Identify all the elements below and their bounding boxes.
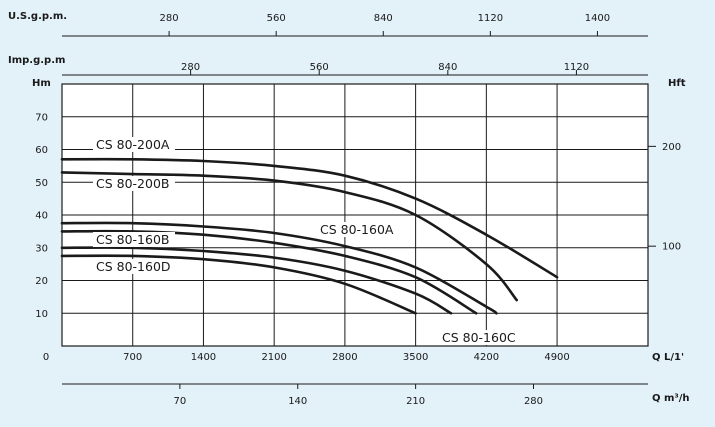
tick-label-impgpm: 1120 bbox=[564, 62, 589, 73]
tick-label-usgpm: 560 bbox=[267, 13, 286, 24]
tick-label-usgpm: 1400 bbox=[585, 13, 610, 24]
curve-label-bg bbox=[93, 137, 175, 152]
curve-label-cs-80-160c: CS 80-160C bbox=[442, 330, 516, 345]
x-tick-label: 1400 bbox=[191, 352, 216, 363]
tick-label-m3h: 140 bbox=[288, 396, 307, 407]
curve-cs-80-160d bbox=[60, 254, 417, 315]
y-tick-label: 50 bbox=[35, 178, 48, 189]
axes: 0 700 1400 2100 2800 3500 4200 4900 10 20 30 40 50 60… bbox=[8, 11, 690, 407]
x-tick-label: 4200 bbox=[474, 352, 499, 363]
axis-unit-impgpm: Imp.g.p.m bbox=[8, 55, 65, 66]
y-tick-label: 20 bbox=[35, 276, 48, 287]
x-tick-label: 2100 bbox=[261, 352, 286, 363]
tick-label-impgpm: 560 bbox=[310, 62, 329, 73]
curve-label-bg bbox=[317, 222, 399, 237]
curve-label-cs-80-200b: CS 80-200B bbox=[96, 176, 170, 191]
tick-label-hft: 200 bbox=[662, 142, 681, 153]
axis-unit-hft: Hft bbox=[668, 78, 686, 89]
tick-label-impgpm: 840 bbox=[438, 62, 457, 73]
y-tick-label: 70 bbox=[35, 112, 48, 123]
curve-label-cs-80-160b: CS 80-160B bbox=[96, 232, 170, 247]
curve-label-bg bbox=[93, 232, 175, 247]
y-tick-label: 60 bbox=[35, 145, 48, 156]
curve-cs-80-200b bbox=[60, 171, 518, 302]
y-tick-label: 40 bbox=[35, 211, 48, 222]
curve-label-bg bbox=[93, 259, 175, 274]
tick-label-impgpm: 280 bbox=[181, 62, 200, 73]
curve-cs-80-200a bbox=[60, 157, 559, 279]
axis-unit-q-m3h: Q m³/h bbox=[652, 393, 690, 404]
curve-label-cs-80-160a: CS 80-160A bbox=[320, 222, 394, 237]
tick-label-usgpm: 1120 bbox=[478, 13, 503, 24]
tick-label-m3h: 280 bbox=[524, 396, 543, 407]
x-tick-label: 4900 bbox=[544, 352, 569, 363]
tick-label-hft: 100 bbox=[662, 242, 681, 253]
curve-label-bg bbox=[93, 176, 175, 191]
x-tick-label: 700 bbox=[123, 352, 142, 363]
y-tick-label: 10 bbox=[35, 309, 48, 320]
axis-unit-usgpm: U.S.g.p.m. bbox=[8, 11, 67, 22]
curve-cs-80-160a bbox=[60, 221, 498, 315]
curve-cs-80-160c bbox=[60, 246, 453, 315]
tick-label-m3h: 70 bbox=[174, 396, 187, 407]
axis-unit-q-lmin: Q L/1' bbox=[652, 352, 684, 363]
curve-label-bg bbox=[439, 330, 521, 345]
tick-label-m3h: 210 bbox=[406, 396, 425, 407]
curve-cs-80-160b bbox=[60, 229, 478, 315]
curve-label-cs-80-160d: CS 80-160D bbox=[96, 259, 171, 274]
curve-labels: CS 80-200A CS 80-200B CS 80-160A CS 80-160B… bbox=[93, 137, 521, 345]
tick-label-usgpm: 840 bbox=[374, 13, 393, 24]
x-tick-label: 3500 bbox=[403, 352, 428, 363]
y-tick-label: 30 bbox=[35, 243, 48, 254]
curves bbox=[60, 157, 559, 315]
curve-label-cs-80-200a: CS 80-200A bbox=[96, 137, 170, 152]
x-tick-label: 0 bbox=[43, 352, 49, 363]
x-tick-label: 2800 bbox=[332, 352, 357, 363]
axis-unit-hm: Hm bbox=[32, 78, 51, 89]
tick-label-usgpm: 280 bbox=[160, 13, 179, 24]
